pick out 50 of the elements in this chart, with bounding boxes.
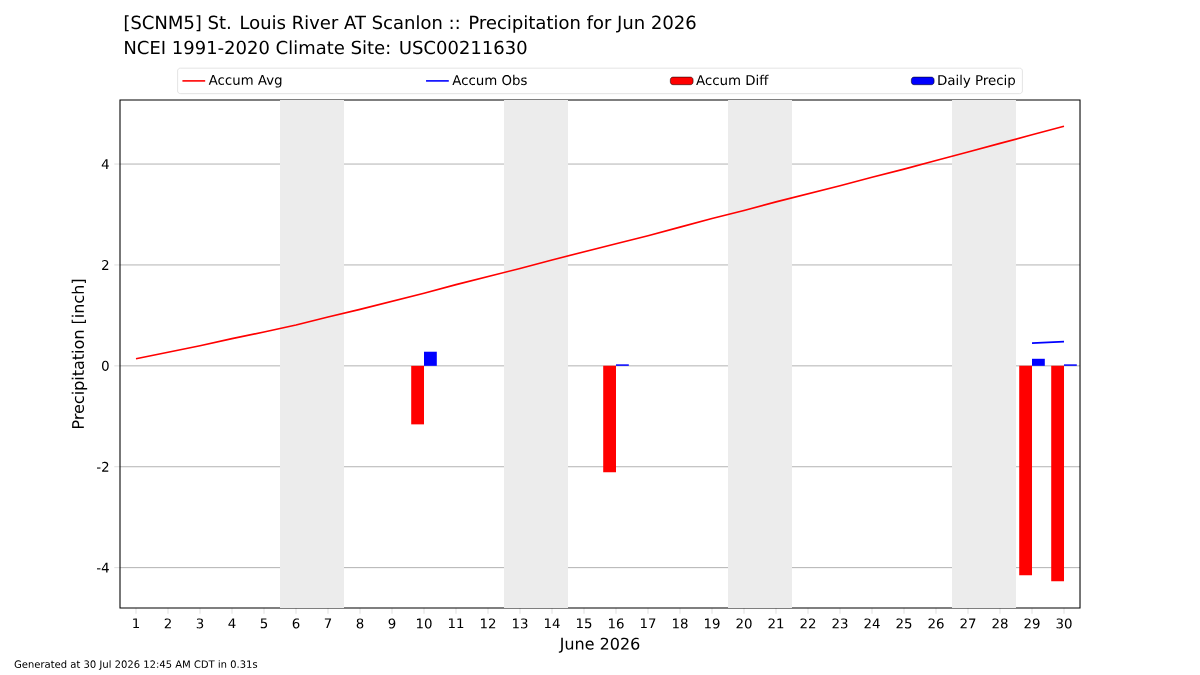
x-tick-label: 30 <box>1056 618 1072 629</box>
bar <box>1032 358 1045 366</box>
x-tick-label: 2 <box>164 618 171 629</box>
x-tick-label: 27 <box>960 618 976 629</box>
chart-title: [SCNM5] St. Louis River AT Scanlon :: Precipitation for Jun 2026 <box>124 15 696 33</box>
x-tick-label: 1 <box>133 618 140 629</box>
y-tick-label: 0 <box>102 360 109 371</box>
x-tick-label: 20 <box>736 618 752 629</box>
x-tick-label: 8 <box>356 618 364 629</box>
x-tick-label: 5 <box>260 618 268 629</box>
x-tick-label: 21 <box>768 618 784 629</box>
x-tick-label: 7 <box>324 618 332 629</box>
y-tick-label: -2 <box>96 461 109 472</box>
legend-label: Accum Obs <box>452 74 527 86</box>
x-tick-label: 3 <box>196 618 204 629</box>
x-tick-label: 28 <box>992 618 1008 629</box>
x-tick-label: 4 <box>228 618 236 629</box>
x-tick-label: 26 <box>928 618 944 629</box>
legend-label: Accum Avg <box>208 75 282 88</box>
bar <box>411 365 424 425</box>
x-tick-label: 25 <box>896 618 912 629</box>
y-tick-label: -4 <box>96 562 109 573</box>
x-tick-label: 9 <box>388 618 396 629</box>
x-tick-label: 17 <box>640 618 656 629</box>
x-tick-label: 16 <box>608 618 624 629</box>
y-axis-title: Precipitation [inch] <box>71 279 88 428</box>
x-tick-label: 24 <box>864 618 880 629</box>
x-tick-label: 13 <box>512 618 528 629</box>
x-tick-label: 15 <box>576 618 592 629</box>
chart-subtitle: NCEI 1991-2020 Climate Site: USC00211630 <box>125 40 527 55</box>
x-tick-label: 29 <box>1024 618 1040 629</box>
x-tick-label: 6 <box>292 618 300 629</box>
x-tick-label: 19 <box>704 618 720 629</box>
y-tick-label: 4 <box>101 159 109 169</box>
x-tick-label: 11 <box>448 618 464 629</box>
bar <box>1019 365 1033 576</box>
x-tick-label: 12 <box>480 618 496 629</box>
bar <box>603 365 616 473</box>
x-tick-label: 22 <box>800 618 816 629</box>
x-tick-label: 23 <box>832 618 848 629</box>
x-tick-label: 10 <box>416 618 432 629</box>
bar <box>424 351 437 366</box>
x-axis-title: June 2026 <box>558 637 640 653</box>
text: Generated at 30 Jul 2026 12:45 AM CDT in 0.31s <box>14 660 258 670</box>
bar <box>1051 365 1065 582</box>
legend-label: Daily Precip <box>938 74 1015 88</box>
y-tick-label: 2 <box>102 259 109 270</box>
x-tick-label: 14 <box>544 618 560 629</box>
x-tick-label: 18 <box>672 618 688 629</box>
legend-label: Accum Diff <box>696 74 769 86</box>
